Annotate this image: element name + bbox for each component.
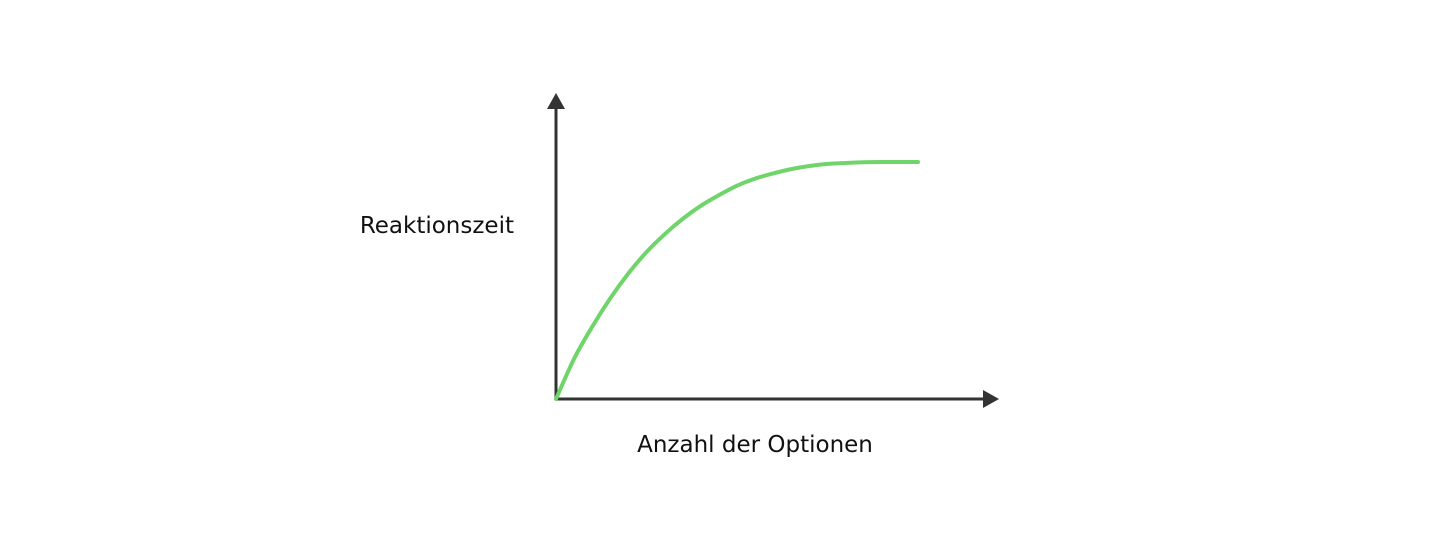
series-line-0 — [554, 159, 920, 401]
series-layer — [554, 159, 920, 401]
y-axis-label: Reaktionszeit — [359, 213, 514, 239]
y-axis-arrowhead — [547, 93, 565, 109]
x-axis-label: Anzahl der Optionen — [637, 432, 873, 458]
x-axis-arrowhead — [983, 390, 999, 408]
